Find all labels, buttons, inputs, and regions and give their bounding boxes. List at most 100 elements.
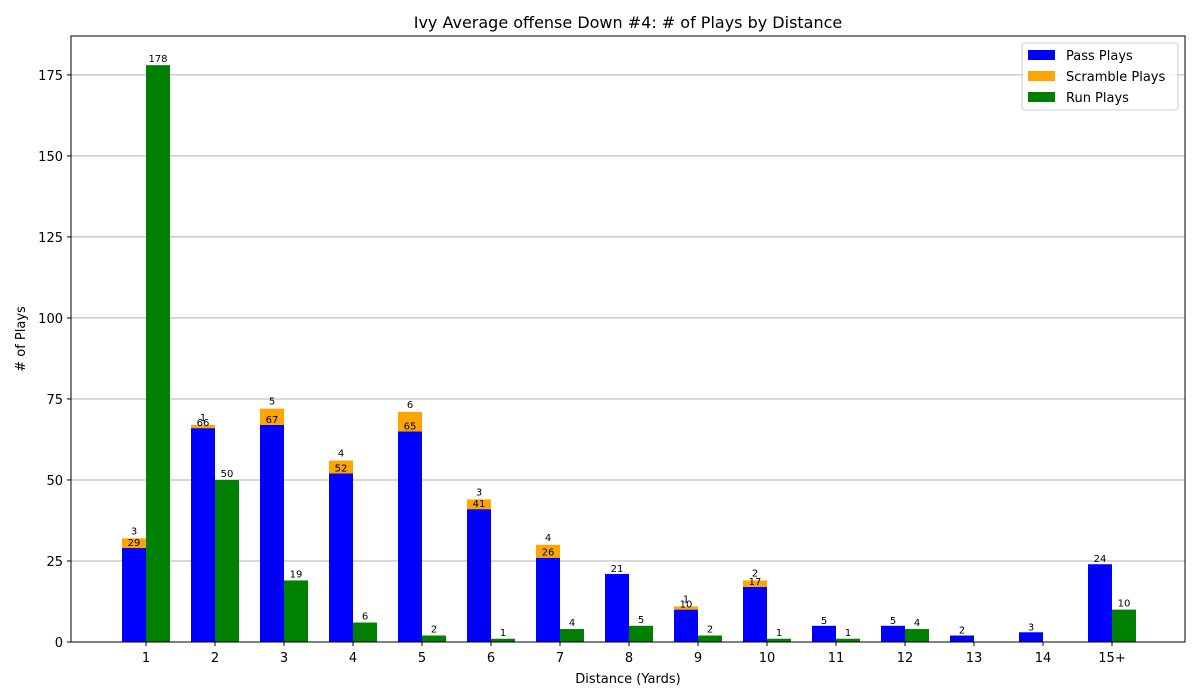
- scramble-value-label: 2: [752, 568, 758, 579]
- pass-bar: [812, 625, 836, 642]
- pass-bar: [122, 548, 146, 642]
- run-bar: [629, 625, 653, 642]
- scramble-value-label: 4: [338, 449, 344, 460]
- scramble-value-label: 4: [545, 533, 551, 544]
- run-value-label: 6: [362, 612, 368, 623]
- pass-bar: [674, 609, 698, 642]
- y-tick-label: 175: [38, 69, 63, 84]
- scramble-value-label: 5: [269, 397, 275, 408]
- legend-swatch: [1028, 92, 1055, 102]
- run-bar: [353, 622, 377, 642]
- run-value-label: 1: [500, 628, 506, 639]
- pass-bar: [398, 431, 422, 642]
- x-tick-label: 7: [556, 651, 564, 666]
- legend-box: [1021, 42, 1179, 111]
- data-labels: 2931786615067519524665624131264421510121…: [128, 54, 1131, 639]
- pass-value-label: 2: [959, 626, 965, 637]
- run-value-label: 2: [707, 625, 713, 636]
- y-tick-label: 50: [46, 474, 63, 489]
- scramble-bar: [329, 460, 353, 474]
- scramble-value-label: 1: [683, 594, 689, 605]
- x-tick-label: 1: [142, 651, 150, 666]
- x-tick-label: 8: [625, 651, 633, 666]
- scramble-bar: [743, 580, 767, 587]
- pass-value-label: 5: [821, 616, 827, 627]
- run-value-label: 50: [221, 469, 234, 480]
- pass-bar: [536, 557, 560, 642]
- scramble-value-label: 1: [200, 413, 206, 424]
- run-bar: [146, 65, 170, 643]
- run-bar: [491, 638, 515, 642]
- run-bar: [698, 635, 722, 642]
- x-tick-label: 14: [1035, 651, 1052, 666]
- bars: [122, 65, 1136, 643]
- x-axis-ticks: 1 2 3 4 5 6 7 8 9 10 11 12 13 14 15+: [142, 642, 1126, 666]
- scramble-bar: [260, 408, 284, 425]
- run-value-label: 10: [1118, 599, 1131, 610]
- pass-value-label: 67: [266, 415, 279, 426]
- pass-value-label: 21: [611, 564, 624, 575]
- y-tick-label: 0: [55, 636, 63, 651]
- x-tick-label: 13: [966, 651, 983, 666]
- pass-value-label: 26: [542, 548, 555, 559]
- y-tick-label: 150: [38, 150, 63, 165]
- x-tick-label: 12: [897, 651, 914, 666]
- run-bar: [284, 580, 308, 642]
- pass-value-label: 5: [890, 616, 896, 627]
- x-tick-label: 4: [349, 651, 357, 666]
- run-bar: [560, 629, 584, 642]
- scramble-value-label: 6: [407, 400, 413, 411]
- pass-bar: [191, 428, 215, 642]
- pass-value-label: 66: [197, 418, 210, 429]
- run-bar: [422, 635, 446, 642]
- plot-frame: [70, 35, 1186, 643]
- run-value-label: 4: [569, 618, 575, 629]
- scramble-bar: [122, 538, 146, 549]
- x-tick-label: 2: [211, 651, 219, 666]
- pass-bar: [1088, 564, 1112, 642]
- run-value-label: 19: [290, 569, 303, 580]
- legend-swatch: [1028, 50, 1055, 60]
- x-tick-label: 5: [418, 651, 426, 666]
- scramble-bar: [467, 499, 491, 510]
- pass-bar: [260, 424, 284, 642]
- run-value-label: 4: [914, 618, 920, 629]
- y-axis-label: # of Plays: [14, 306, 29, 372]
- scramble-value-label: 3: [131, 526, 137, 537]
- run-value-label: 178: [148, 54, 167, 65]
- scramble-bar: [674, 606, 698, 610]
- legend-label: Pass Plays: [1066, 49, 1133, 64]
- pass-bar: [605, 573, 629, 642]
- run-value-label: 1: [776, 628, 782, 639]
- run-bar: [905, 629, 929, 642]
- y-gridlines: [71, 74, 1185, 562]
- run-bar: [836, 638, 860, 642]
- pass-value-label: 10: [680, 600, 693, 611]
- y-tick-label: 100: [38, 312, 63, 327]
- y-axis-ticks: 0 25 50 75 100 125 150 175: [38, 69, 71, 651]
- x-axis-label: Distance (Yards): [575, 672, 680, 687]
- chart-title: Ivy Average offense Down #4: # of Plays …: [414, 13, 843, 32]
- y-tick-label: 125: [38, 231, 63, 246]
- scramble-bar: [398, 411, 422, 432]
- pass-value-label: 41: [473, 499, 486, 510]
- x-tick-label: 6: [487, 651, 495, 666]
- x-tick-label: 10: [759, 651, 776, 666]
- pass-bar: [467, 509, 491, 642]
- legend-label: Run Plays: [1066, 91, 1129, 106]
- y-tick-label: 25: [46, 555, 63, 570]
- pass-value-label: 52: [335, 463, 348, 474]
- pass-value-label: 65: [404, 421, 417, 432]
- legend: Pass Plays Scramble Plays Run Plays: [1021, 42, 1179, 111]
- pass-value-label: 3: [1028, 622, 1034, 633]
- pass-bar: [881, 625, 905, 642]
- run-bar: [767, 638, 791, 642]
- pass-bar: [950, 635, 974, 642]
- scramble-bar: [191, 424, 215, 429]
- run-value-label: 1: [845, 628, 851, 639]
- pass-value-label: 24: [1094, 554, 1107, 565]
- scramble-bar: [536, 544, 560, 558]
- pass-value-label: 29: [128, 538, 141, 549]
- y-tick-label: 75: [46, 393, 63, 408]
